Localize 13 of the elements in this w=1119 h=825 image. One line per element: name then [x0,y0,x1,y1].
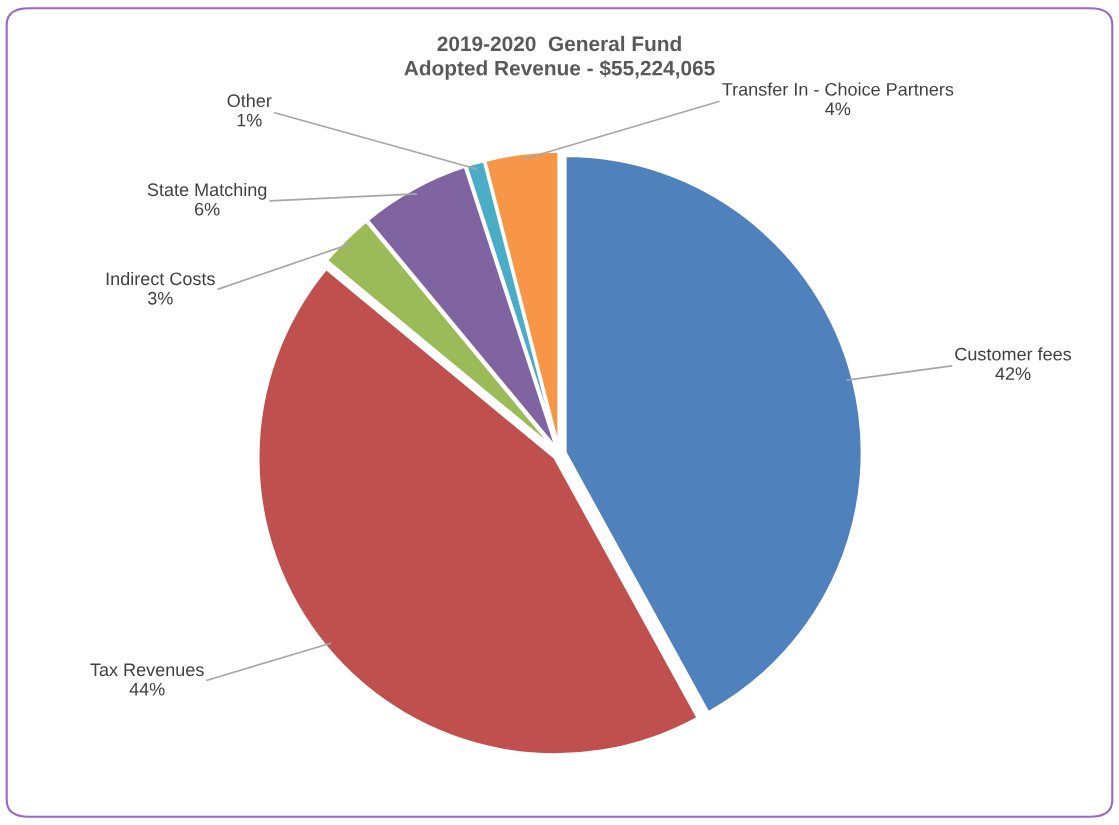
slice-label: Other [227,93,272,108]
data-label: 3% [147,291,173,305]
slice-label: Tax Revenues [90,663,204,677]
slice-label: Indirect Costs [106,271,215,286]
data-label: 42% [995,367,1031,380]
data-label: 44% [129,682,165,696]
data-label: 6% [195,202,220,216]
data-label: 1% [237,113,262,127]
data-label: 4% [825,102,851,116]
slice-label: Transfer In - Choice Partners [722,82,954,96]
slice-label: Customer fees [955,347,1072,361]
slice-label: State Matching [147,182,267,200]
chart-title: 2019-2020 General Fund Adopted Revenue - $55,224,065 [404,35,715,80]
